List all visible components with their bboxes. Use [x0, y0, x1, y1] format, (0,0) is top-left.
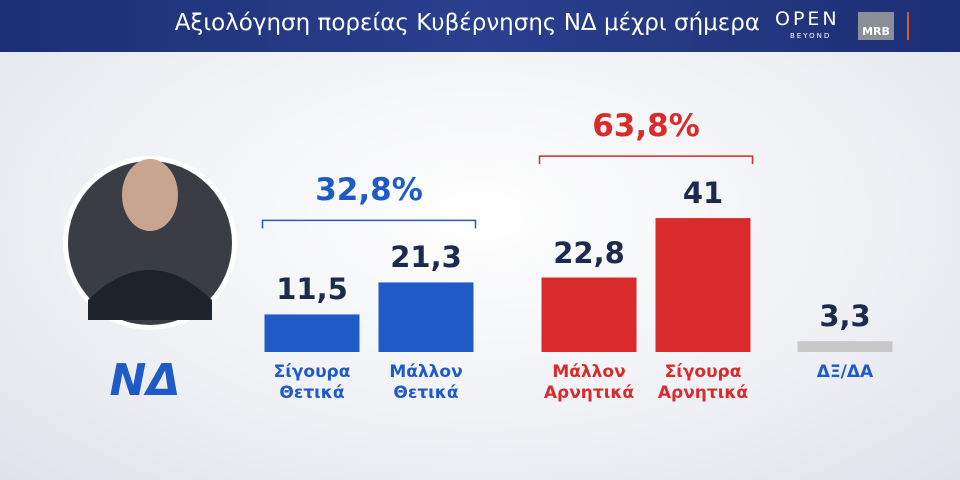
pollster-logo: MRB	[858, 12, 894, 40]
photo-face	[122, 159, 178, 231]
group-label: 63,8%	[592, 108, 700, 145]
group-bracket	[261, 219, 477, 229]
party-logo: ΝΔ	[110, 355, 181, 406]
bar	[378, 282, 474, 352]
bar	[541, 277, 637, 352]
divider	[907, 12, 909, 40]
group-label: 32,8%	[315, 172, 423, 209]
bar	[797, 341, 893, 352]
header: Αξιολόγηση πορείας Κυβέρνησης ΝΔ μέχρι σ…	[0, 0, 960, 52]
photo-suit	[88, 270, 212, 320]
category-label: Σίγουρα Θετικά	[273, 362, 351, 403]
category-label: ΔΞ/ΔΑ	[816, 362, 874, 382]
bar	[655, 218, 751, 352]
value-label: 11,5	[276, 272, 348, 307]
value-label: 21,3	[390, 240, 462, 275]
category-label: Μάλλον Θετικά	[389, 362, 463, 403]
value-label: 41	[682, 176, 724, 211]
bar	[264, 314, 360, 352]
channel-logo: OPEN	[775, 8, 840, 30]
channel-sub: BEYOND	[790, 32, 832, 40]
category-label: Μάλλον Αρνητικά	[543, 362, 635, 403]
category-label: Σίγουρα Αρνητικά	[657, 362, 749, 403]
value-label: 22,8	[553, 235, 625, 270]
group-bracket	[538, 155, 754, 165]
value-label: 3,3	[819, 299, 871, 334]
chart-title: Αξιολόγηση πορείας Κυβέρνησης ΝΔ μέχρι σ…	[174, 10, 760, 36]
